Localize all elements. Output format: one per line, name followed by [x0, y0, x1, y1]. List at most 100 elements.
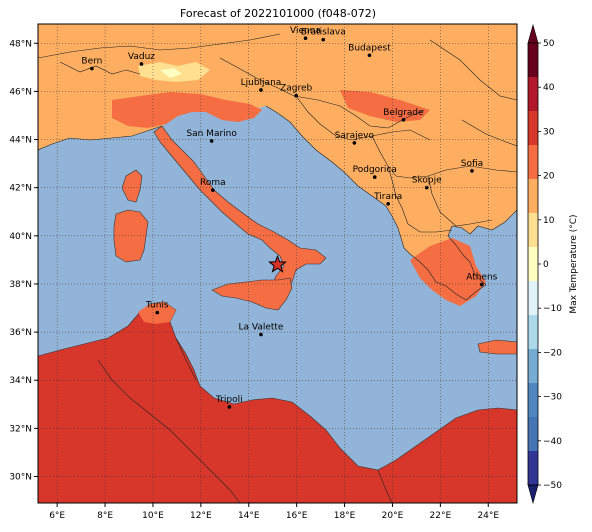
y-tick-label: 44°N — [9, 136, 32, 146]
city-dot — [227, 405, 232, 409]
city-label: Tunis — [145, 301, 169, 311]
city-dot — [209, 139, 214, 143]
city-dot — [386, 202, 390, 206]
city-label: Bern — [81, 57, 102, 67]
colorbar-band — [528, 179, 538, 214]
city-dot — [401, 118, 406, 122]
map-frame — [37, 23, 518, 504]
city-dot — [367, 53, 372, 58]
colorbar-tick-label: 30 — [543, 127, 555, 137]
colorbar-over-arrow — [527, 23, 539, 44]
city-label: Budapest — [348, 43, 391, 53]
city-dot — [259, 332, 263, 337]
x-tick-label: 8°E — [97, 511, 113, 521]
city-label: Belgrade — [383, 108, 424, 118]
colorbar-band — [528, 451, 538, 486]
y-tick-label: 42°N — [9, 184, 32, 194]
city-dot — [303, 36, 308, 41]
city-dot — [321, 37, 326, 42]
city-label: Skopje — [412, 176, 442, 186]
land-italy-north — [112, 92, 262, 128]
colorbar-tick-label: 50 — [543, 39, 555, 49]
city-label: Vienna — [290, 26, 321, 36]
colorbar-tick-label: −30 — [543, 393, 562, 403]
y-tick-label: 40°N — [9, 232, 32, 242]
city-label: Tripoli — [215, 395, 243, 405]
y-tick-label: 30°N — [9, 473, 32, 483]
city-label: Zagreb — [280, 84, 312, 94]
city-dot — [90, 66, 94, 71]
colorbar-tick-label: −40 — [543, 437, 562, 447]
city-dot — [294, 93, 298, 98]
city-dot — [211, 188, 215, 192]
city-dot — [372, 175, 377, 179]
y-tick-label: 38°N — [9, 280, 32, 290]
colorbar-band — [528, 77, 538, 112]
x-tick-label: 16°E — [286, 511, 308, 521]
x-axis-ticks: 6°E 8°E 10°E 12°E 14°E 16°E 18°E 20°E 22°E 24°E — [49, 503, 499, 521]
x-tick-label: 14°E — [238, 511, 260, 521]
x-tick-label: 24°E — [477, 511, 499, 521]
y-tick-label: 48°N — [9, 39, 32, 49]
city-dot — [424, 185, 429, 190]
y-tick-label: 46°N — [9, 87, 32, 97]
colorbar-band — [528, 417, 538, 452]
colorbar-tick-label: −20 — [543, 348, 562, 358]
land-crete — [477, 339, 517, 355]
colorbar-band — [528, 315, 538, 350]
colorbar-band — [528, 349, 538, 384]
city-label: La Valette — [238, 323, 283, 333]
land-balkan-hot — [340, 90, 430, 122]
y-tick-label: 32°N — [9, 424, 32, 434]
colorbar: 50 40 30 20 10 0 −10 −20 −30 −40 −50 Max Temperatur… — [527, 23, 579, 505]
colorbar-label: Max Temperature (°C) — [569, 214, 579, 313]
x-tick-label: 18°E — [334, 511, 356, 521]
colorbar-tick-label: −50 — [543, 481, 562, 491]
city-label: Ljubljana — [241, 78, 282, 88]
y-axis-ticks: 30°N 32°N 34°N 36°N 38°N 40°N 42°N 44°N 46°N 48°N — [9, 39, 38, 483]
land-corsica — [121, 169, 143, 203]
map-title: Forecast of 2022101000 (f048-072) — [180, 7, 376, 20]
colorbar-tick-label: 20 — [543, 172, 555, 182]
city-dot — [352, 141, 357, 145]
city-label: Sarajevo — [335, 131, 375, 141]
colorbar-under-arrow — [527, 484, 539, 505]
city-label: Tirana — [373, 192, 402, 202]
city-dot — [139, 62, 144, 66]
x-tick-label: 10°E — [142, 511, 164, 521]
land-cool-spot — [160, 68, 182, 78]
star-marker — [268, 254, 287, 273]
graticule — [38, 24, 517, 503]
city-label: Athens — [466, 272, 497, 282]
x-tick-label: 6°E — [49, 511, 65, 521]
colorbar-tick-label: 0 — [543, 260, 549, 270]
city-label: Sofia — [461, 159, 483, 169]
city-label: Podgorica — [353, 165, 397, 175]
x-tick-label: 22°E — [430, 511, 452, 521]
city-label: Vaduz — [128, 52, 155, 62]
land-north — [38, 24, 517, 300]
x-tick-label: 12°E — [190, 511, 212, 521]
colorbar-tick-label: −10 — [543, 304, 562, 314]
city-label: Roma — [200, 178, 226, 188]
colorbar-band — [528, 111, 538, 146]
colorbar-band — [528, 145, 538, 180]
land-greece-hot — [410, 238, 486, 306]
colorbar-tick-label: 10 — [543, 216, 555, 226]
city-label: Bratislava — [301, 28, 346, 38]
x-tick-label: 20°E — [382, 511, 404, 521]
city-dot — [259, 88, 263, 92]
y-tick-label: 34°N — [9, 376, 32, 386]
city-dot — [155, 310, 160, 315]
land-sicily — [211, 277, 293, 311]
colorbar-band — [528, 247, 538, 282]
colorbar-band — [528, 383, 538, 418]
colorbar-tick-label: 40 — [543, 83, 555, 93]
colorbar-band — [528, 43, 538, 78]
city-label: San Marino — [186, 129, 237, 139]
country-borders — [38, 33, 517, 503]
